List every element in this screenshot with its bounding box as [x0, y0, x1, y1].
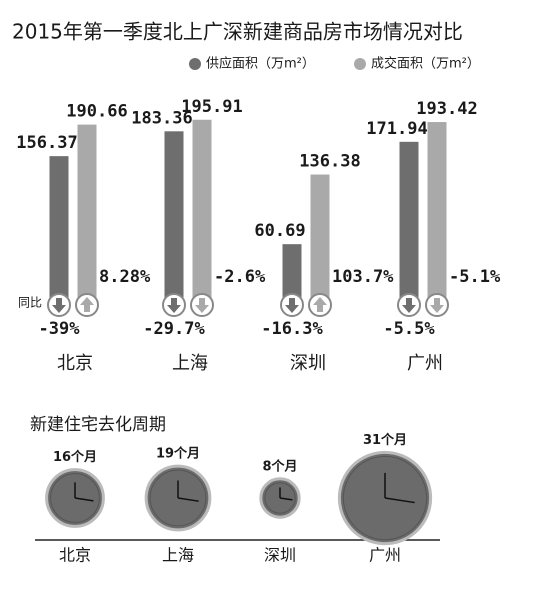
value-label: 136.38	[299, 152, 360, 172]
x-tick-label: 北京	[57, 353, 93, 374]
arrow	[52, 298, 66, 313]
bar	[77, 124, 97, 300]
legend-label: 成交面积（万m²）	[371, 56, 480, 72]
clock-face	[264, 482, 296, 514]
change-arrow	[425, 293, 449, 317]
value-label: 60.69	[254, 221, 305, 241]
clock-face	[149, 469, 207, 527]
change-label: -39%	[39, 319, 81, 339]
chart-title: 新建住宅去化周期	[30, 415, 166, 435]
bar	[399, 141, 419, 300]
value-label: 183.36	[131, 108, 192, 128]
change-label: -29.7%	[143, 319, 205, 339]
x-tick-label: 广州	[407, 353, 443, 374]
legend-label: 供应面积（万m²）	[206, 56, 315, 72]
change-label: 8.28%	[99, 267, 151, 287]
arrow	[313, 297, 327, 312]
arrow	[402, 298, 416, 313]
value-label: 190.66	[66, 102, 127, 122]
clock-hand	[384, 497, 415, 504]
clock-hand	[177, 497, 199, 502]
bar	[192, 119, 212, 300]
change-label: -5.1%	[449, 267, 501, 287]
change-label: -16.3%	[261, 319, 323, 339]
legend-swatch	[189, 58, 201, 70]
clock-face	[342, 455, 428, 541]
value-label: 171.94	[366, 119, 427, 139]
change-arrow	[280, 293, 304, 317]
clock-face	[50, 473, 100, 523]
clock-hand	[74, 497, 94, 502]
x-tick-label: 深圳	[264, 546, 296, 565]
value-label: 8个月	[262, 458, 297, 474]
chart-title: 2015年第一季度北上广深新建商品房市场情况对比	[12, 20, 463, 44]
x-tick-label: 上海	[172, 353, 208, 374]
value-label: 19个月	[156, 446, 200, 462]
arrow	[285, 298, 299, 313]
change-arrow	[397, 293, 421, 317]
change-label: -5.5%	[383, 319, 435, 339]
x-tick-label: 深圳	[290, 353, 326, 374]
bar	[310, 174, 330, 300]
x-tick-label: 上海	[162, 546, 194, 565]
arrow	[195, 298, 209, 313]
change-title: 同比	[18, 296, 42, 310]
value-label: 193.42	[416, 99, 477, 119]
value-label: 16个月	[53, 449, 97, 465]
bar	[427, 122, 447, 301]
arrow	[167, 298, 181, 313]
bar	[164, 131, 184, 300]
bar	[282, 244, 302, 300]
change-label: 103.7%	[332, 267, 394, 287]
change-arrow	[75, 293, 99, 317]
x-tick-label: 北京	[59, 546, 91, 565]
arrow	[430, 298, 444, 313]
value-label: 156.37	[16, 133, 77, 153]
x-tick-label: 广州	[369, 546, 401, 565]
change-arrow	[190, 293, 214, 317]
arrow	[80, 297, 94, 312]
value-label: 31个月	[363, 432, 407, 448]
change-arrow	[162, 293, 186, 317]
change-arrow	[308, 293, 332, 317]
clock-hand	[279, 497, 293, 501]
change-label: -2.6%	[214, 267, 266, 287]
value-label: 195.91	[181, 97, 242, 117]
legend-swatch	[354, 58, 366, 70]
change-arrow	[47, 293, 71, 317]
bar	[49, 156, 69, 300]
